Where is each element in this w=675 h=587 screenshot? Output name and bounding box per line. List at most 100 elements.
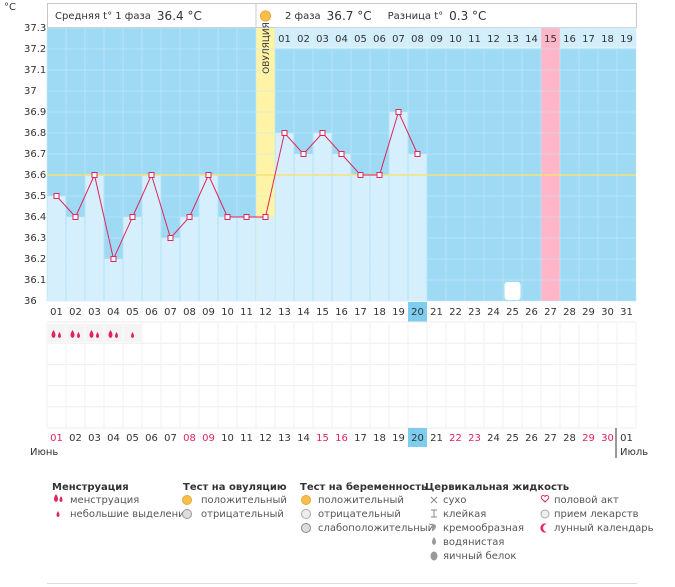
date-label: 25 — [506, 433, 519, 444]
date-label: 15 — [316, 433, 329, 444]
y-tick-label: 36.4 — [24, 212, 46, 223]
cycle-day-label: 04 — [335, 34, 348, 45]
menstruation-icon — [70, 330, 80, 338]
x-tick-label: 03 — [88, 307, 101, 318]
temperature-bar — [47, 196, 66, 301]
x-tick-label: 09 — [202, 307, 215, 318]
icon-pill — [540, 509, 550, 519]
x-tick-label: 23 — [468, 307, 481, 318]
legend-item: положительный — [201, 495, 287, 506]
header-box — [47, 3, 637, 28]
temperature-point — [300, 151, 307, 157]
temperature-bar — [237, 217, 256, 301]
x-tick-label: 17 — [354, 307, 367, 318]
temperature-bar — [275, 133, 294, 301]
menstruation-cell — [86, 324, 103, 342]
icon-watery — [432, 537, 436, 545]
date-label: 11 — [240, 433, 253, 444]
x-tick-label: 20 — [411, 307, 424, 318]
temperature-bar — [104, 259, 123, 301]
legend-title: Тест на овуляцию — [183, 482, 287, 493]
header-phase2: 2 фаза 36.7 °C Разница t° 0.3 °C — [285, 9, 486, 23]
date-label: 07 — [164, 433, 177, 444]
date-label: 22 — [449, 433, 462, 444]
temperature-point — [338, 151, 345, 157]
x-tick-label: 31 — [620, 307, 633, 318]
date-label: 04 — [107, 433, 120, 444]
x-tick-label: 05 — [126, 307, 139, 318]
date-label: 20 — [411, 433, 424, 444]
temperature-bar — [408, 154, 427, 301]
date-label: 19 — [392, 433, 405, 444]
temperature-line — [56, 110, 418, 261]
temperature-point — [129, 214, 136, 220]
temperature-point — [243, 214, 250, 220]
date-label: 21 — [430, 433, 443, 444]
icon-dry — [430, 496, 438, 504]
date-label: 13 — [278, 433, 291, 444]
temperature-point — [357, 172, 364, 178]
temperature-bar — [256, 217, 275, 301]
date-label: 17 — [354, 433, 367, 444]
legend-item: менструация — [70, 495, 139, 506]
today-cell-bottom — [408, 428, 427, 447]
date-label: 08 — [183, 433, 196, 444]
icon-menses — [54, 494, 63, 502]
temperature-point — [319, 130, 326, 136]
temperature-bar — [389, 112, 408, 301]
date-label: 26 — [525, 433, 538, 444]
icon-sticky — [431, 509, 437, 518]
menstruation-cell — [48, 324, 65, 342]
header-phase1: Средняя t° 1 фаза 36.4 °C — [55, 9, 202, 23]
x-tick-label: 27 — [544, 307, 557, 318]
x-tick-label: 25 — [506, 307, 519, 318]
date-label: 01 — [50, 433, 63, 444]
date-label: 24 — [487, 433, 500, 444]
x-tick-label: 15 — [316, 307, 329, 318]
menstruation-icon — [51, 330, 61, 338]
date-label: 16 — [335, 433, 348, 444]
icon-ov-neg — [182, 509, 192, 519]
legend-title: Цервикальная жидкость — [425, 482, 569, 493]
legend-title: Тест на беременность — [300, 481, 427, 493]
cycle-day-label: 05 — [354, 34, 367, 45]
temperature-point — [72, 214, 79, 220]
y-tick-label: 36.2 — [24, 254, 46, 265]
icon-preg-neg — [301, 509, 311, 519]
temperature-point — [262, 214, 269, 220]
x-tick-label: 24 — [487, 307, 500, 318]
menstruation-icon — [89, 330, 99, 338]
legend-title: Менструация — [52, 482, 129, 493]
month-right: Июль — [620, 447, 648, 458]
temperature-point — [186, 214, 193, 220]
icon-intercourse — [540, 495, 550, 503]
cycle-day-label: 17 — [582, 34, 595, 45]
y-tick-label: 36.3 — [24, 233, 46, 244]
date-label: 03 — [88, 433, 101, 444]
y-tick-label: 36.5 — [24, 191, 46, 202]
temperature-point — [395, 109, 402, 115]
legend-item: лунный календарь — [554, 523, 654, 534]
cycle-day-label: 09 — [430, 34, 443, 45]
x-tick-label: 12 — [259, 307, 272, 318]
menstruation-cell — [67, 324, 84, 342]
temperature-point — [205, 172, 212, 178]
temperature-bar — [218, 217, 237, 301]
x-tick-label: 02 — [69, 307, 82, 318]
x-tick-label: 11 — [240, 307, 253, 318]
legend-item: кремообразная — [443, 523, 524, 534]
x-tick-label: 21 — [430, 307, 443, 318]
icon-creamy — [432, 524, 436, 531]
icon-preg-weak — [301, 523, 311, 533]
x-tick-label: 10 — [221, 307, 234, 318]
month-left: Июнь — [30, 447, 58, 458]
temperature-point — [91, 172, 98, 178]
y-tick-label: 36.8 — [24, 128, 46, 139]
temperature-bar — [332, 154, 351, 301]
diff-value: 0.3 °C — [449, 9, 486, 23]
temperature-point — [53, 193, 60, 199]
temperature-bar — [161, 238, 180, 301]
today-cell — [408, 302, 427, 322]
icon-eggwhite — [430, 551, 438, 561]
